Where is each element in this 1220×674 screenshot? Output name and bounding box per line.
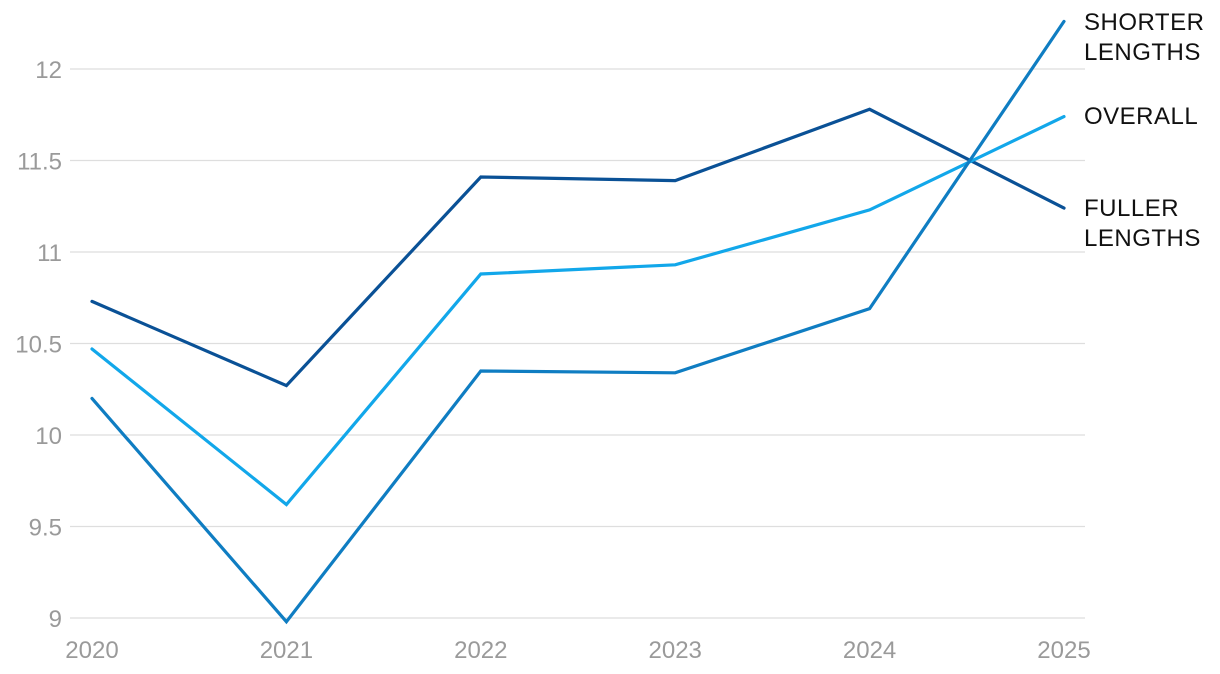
series-label-overall: OVERALL [1084, 103, 1198, 130]
x-axis-tick-labels: 2020 2021 2022 2023 2024 2025 [65, 637, 1090, 664]
series-label-line: LENGTHS [1084, 39, 1201, 66]
series-labels: FULLER LENGTHS OVERALL SHORTER LENGTHS [1084, 9, 1204, 252]
series-line-shorter-lengths [90, 19, 1066, 625]
x-tick-label: 2025 [1037, 637, 1090, 664]
y-tick-label: 10 [35, 423, 62, 450]
x-tick-label: 2024 [843, 637, 896, 664]
y-tick-label: 11.5 [17, 149, 62, 176]
series-lines [90, 19, 1066, 625]
y-tick-label: 11 [37, 240, 62, 267]
y-axis-tick-labels: 9 9.5 10 10.5 11 11.5 12 [15, 57, 62, 633]
series-label-shorter-lengths: SHORTER LENGTHS [1084, 9, 1204, 66]
series-label-fuller-lengths: FULLER LENGTHS [1084, 195, 1201, 252]
x-tick-label: 2023 [649, 637, 702, 664]
series-label-line: FULLER [1084, 195, 1179, 222]
x-tick-label: 2020 [65, 637, 118, 664]
series-label-line: OVERALL [1084, 103, 1198, 130]
y-tick-label: 9 [49, 606, 62, 633]
series-line-fuller-lengths [90, 107, 1066, 388]
series-line-overall [90, 114, 1066, 507]
y-tick-label: 10.5 [15, 332, 62, 359]
series-label-line: LENGTHS [1084, 225, 1201, 252]
x-tick-label: 2022 [454, 637, 507, 664]
x-tick-label: 2021 [260, 637, 313, 664]
y-tick-label: 9.5 [29, 515, 62, 542]
gridlines [70, 68, 1085, 619]
series-label-line: SHORTER [1084, 9, 1204, 36]
y-tick-label: 12 [35, 57, 62, 84]
